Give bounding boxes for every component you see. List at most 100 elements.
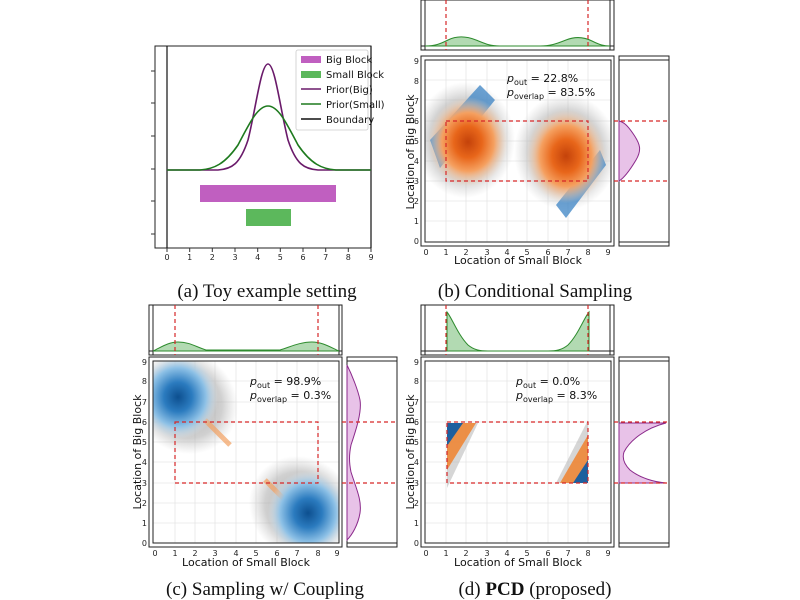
tick-label: 3: [414, 177, 419, 186]
tick-label: 8: [414, 77, 419, 86]
panel-a-x-tick-labels: 0 1 2 3 4 5 6 7 8 9: [164, 253, 373, 262]
panel-a-x-ticks: [166, 248, 372, 252]
tick-label: 4: [504, 549, 509, 558]
tick-label: 4: [414, 157, 419, 166]
tick-label: 5: [414, 438, 419, 447]
tick-label: 9: [414, 358, 419, 367]
tick-label: 2: [463, 248, 468, 257]
p-symbol: p: [506, 86, 514, 99]
tick-label: 0: [423, 549, 428, 558]
caption-b: (b) Conditional Sampling: [438, 281, 633, 302]
tick-label: 5: [524, 549, 529, 558]
tick-label: 1: [443, 248, 448, 257]
legend-small-swatch: [301, 71, 321, 78]
tick-label: 1: [414, 217, 419, 226]
tick-label: 0: [164, 253, 169, 262]
tick-label: 2: [414, 499, 419, 508]
tick-label: 6: [300, 253, 305, 262]
tick-label: 5: [253, 549, 258, 558]
panel-c-y-tick-labels: 0 1 2 3 4 5 6 7 8 9: [142, 358, 147, 548]
panel-b-orange-right: [526, 109, 606, 203]
tick-label: 3: [484, 248, 489, 257]
tick-label: 6: [414, 418, 419, 427]
panel-d-top-density: [446, 310, 590, 352]
tick-label: 2: [210, 253, 215, 262]
tick-label: 6: [545, 248, 550, 257]
tick-label: 3: [232, 253, 237, 262]
p-subscript: out: [523, 381, 536, 390]
tick-label: 8: [585, 549, 590, 558]
tick-label: 7: [565, 549, 570, 558]
caption-d: (d) PCD (proposed): [458, 579, 611, 600]
tick-label: 3: [414, 479, 419, 488]
tick-label: 0: [414, 237, 419, 246]
tick-label: 6: [274, 549, 279, 558]
panel-d-y-tick-labels: 0 1 2 3 4 5 6 7 8 9: [414, 358, 419, 548]
p-subscript: overlap: [523, 395, 553, 404]
tick-label: 2: [414, 197, 419, 206]
panel-d-blue-right: [573, 460, 588, 483]
p-symbol: p: [249, 389, 257, 402]
p-subscript: overlap: [514, 92, 544, 101]
p-value: = 83.5%: [544, 86, 595, 99]
tick-label: 7: [142, 398, 147, 407]
p-value: = 8.3%: [553, 389, 597, 402]
tick-label: 0: [423, 248, 428, 257]
p-subscript: out: [257, 381, 270, 390]
p-subscript: overlap: [257, 395, 287, 404]
panel-b-xlabel: Location of Small Block: [454, 254, 583, 267]
tick-label: 6: [414, 117, 419, 126]
caption-a: (a) Toy example setting: [177, 281, 357, 302]
tick-label: 7: [323, 253, 328, 262]
panel-c: 0 1 2 3 4 5 6 7 8 9 0 1 2 3 4 5 6 7 8 9 …: [131, 304, 398, 600]
tick-label: 5: [278, 253, 283, 262]
tick-label: 4: [504, 248, 509, 257]
big-block-bar: [200, 185, 336, 202]
tick-label: 8: [414, 377, 419, 386]
panel-a-y-ticks: [151, 70, 155, 235]
panel-c-right-density: [346, 364, 361, 542]
panel-d-right-marginal: [618, 356, 670, 548]
panel-c-x-tick-labels: 0 1 2 3 4 5 6 7 8 9: [152, 549, 339, 558]
tick-label: 4: [142, 458, 147, 467]
caption-d-bold: PCD: [485, 579, 524, 600]
tick-label: 3: [212, 549, 217, 558]
tick-label: 9: [414, 57, 419, 66]
panel-b-y-tick-labels: 0 1 2 3 4 5 6 7 8 9: [414, 57, 419, 246]
panel-b-x-tick-labels: 0 1 2 3 4 5 6 7 8 9: [423, 248, 610, 257]
tick-label: 5: [524, 248, 529, 257]
p-value: = 22.8%: [527, 72, 578, 85]
tick-label: 9: [334, 549, 339, 558]
panel-c-xlabel: Location of Small Block: [182, 556, 311, 569]
panel-b-right-density: [618, 120, 641, 182]
panel-a-legend: Big Block Small Block Prior(Big) Prior(S…: [295, 49, 385, 131]
tick-label: 1: [172, 549, 177, 558]
tick-label: 8: [585, 248, 590, 257]
caption-c: (c) Sampling w/ Coupling: [166, 579, 364, 600]
panel-d-p-overlap: poverlap = 8.3%: [515, 389, 597, 404]
tick-label: 0: [414, 539, 419, 548]
legend-label: Boundary: [326, 115, 374, 126]
tick-label: 2: [192, 549, 197, 558]
tick-label: 4: [414, 458, 419, 467]
panel-d-blue-left: [447, 423, 463, 446]
p-subscript: out: [514, 78, 527, 87]
p-symbol: p: [506, 72, 514, 85]
tick-label: 8: [142, 377, 147, 386]
p-symbol: p: [515, 389, 523, 402]
panel-c-p-overlap: poverlap = 0.3%: [249, 389, 331, 404]
panel-c-top-density: [152, 341, 340, 352]
caption-d-suffix: (proposed): [524, 579, 611, 600]
panel-d-xlabel: Location of Small Block: [454, 556, 583, 569]
tick-label: 1: [443, 549, 448, 558]
tick-label: 0: [142, 539, 147, 548]
legend-label: Prior(Small): [326, 100, 385, 111]
tick-label: 8: [346, 253, 351, 262]
legend-label: Small Block: [326, 70, 384, 81]
panel-d-feasible-box: [446, 421, 589, 484]
tick-label: 5: [414, 137, 419, 146]
tick-label: 1: [187, 253, 192, 262]
prior-big-curve: [167, 63, 371, 171]
panel-d-right-density: [618, 422, 667, 484]
